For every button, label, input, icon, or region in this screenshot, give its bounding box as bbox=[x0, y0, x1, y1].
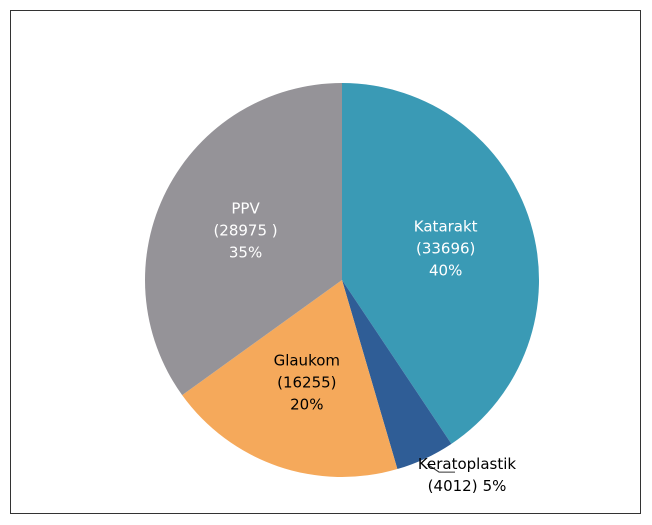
category-label: Keratoplastik bbox=[418, 455, 516, 473]
value-label: (28975 ) bbox=[213, 221, 277, 239]
slice-label: PPV (28975 ) 35% bbox=[213, 199, 277, 261]
slice-label: Katarakt (33696) 40% bbox=[414, 217, 478, 279]
pie-slice bbox=[145, 83, 342, 396]
category-label: PPV bbox=[231, 199, 260, 217]
slice-label: Glaukom (16255) 20% bbox=[274, 351, 340, 413]
percent-label: 40% bbox=[429, 261, 462, 279]
category-label: Glaukom bbox=[274, 351, 340, 369]
pie-slice bbox=[342, 280, 452, 470]
percent-label: 5% bbox=[483, 477, 507, 495]
leader-line bbox=[426, 463, 456, 473]
percent-label: 20% bbox=[290, 395, 323, 413]
pie-slice bbox=[182, 280, 398, 477]
value-label: (33696) bbox=[416, 239, 475, 257]
percent-label: 35% bbox=[229, 243, 262, 261]
frame bbox=[10, 10, 641, 514]
pie-slice bbox=[342, 83, 540, 444]
value-label: (4012) bbox=[428, 477, 478, 495]
value-label: (16255) bbox=[277, 373, 336, 391]
slice-label: Keratoplastik (4012) 5% bbox=[418, 455, 516, 495]
category-label: Katarakt bbox=[414, 217, 478, 235]
